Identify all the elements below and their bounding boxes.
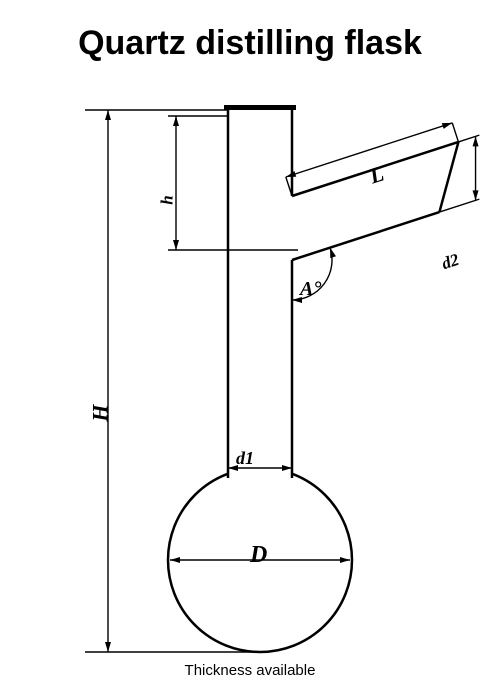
- label-H: H: [88, 404, 114, 421]
- footer-text: Thickness available: [0, 662, 500, 679]
- label-D: D: [250, 542, 267, 569]
- label-h: h: [158, 195, 178, 204]
- flask-diagram: [0, 0, 500, 700]
- label-d1: d1: [236, 448, 254, 469]
- label-A: A°: [300, 278, 321, 301]
